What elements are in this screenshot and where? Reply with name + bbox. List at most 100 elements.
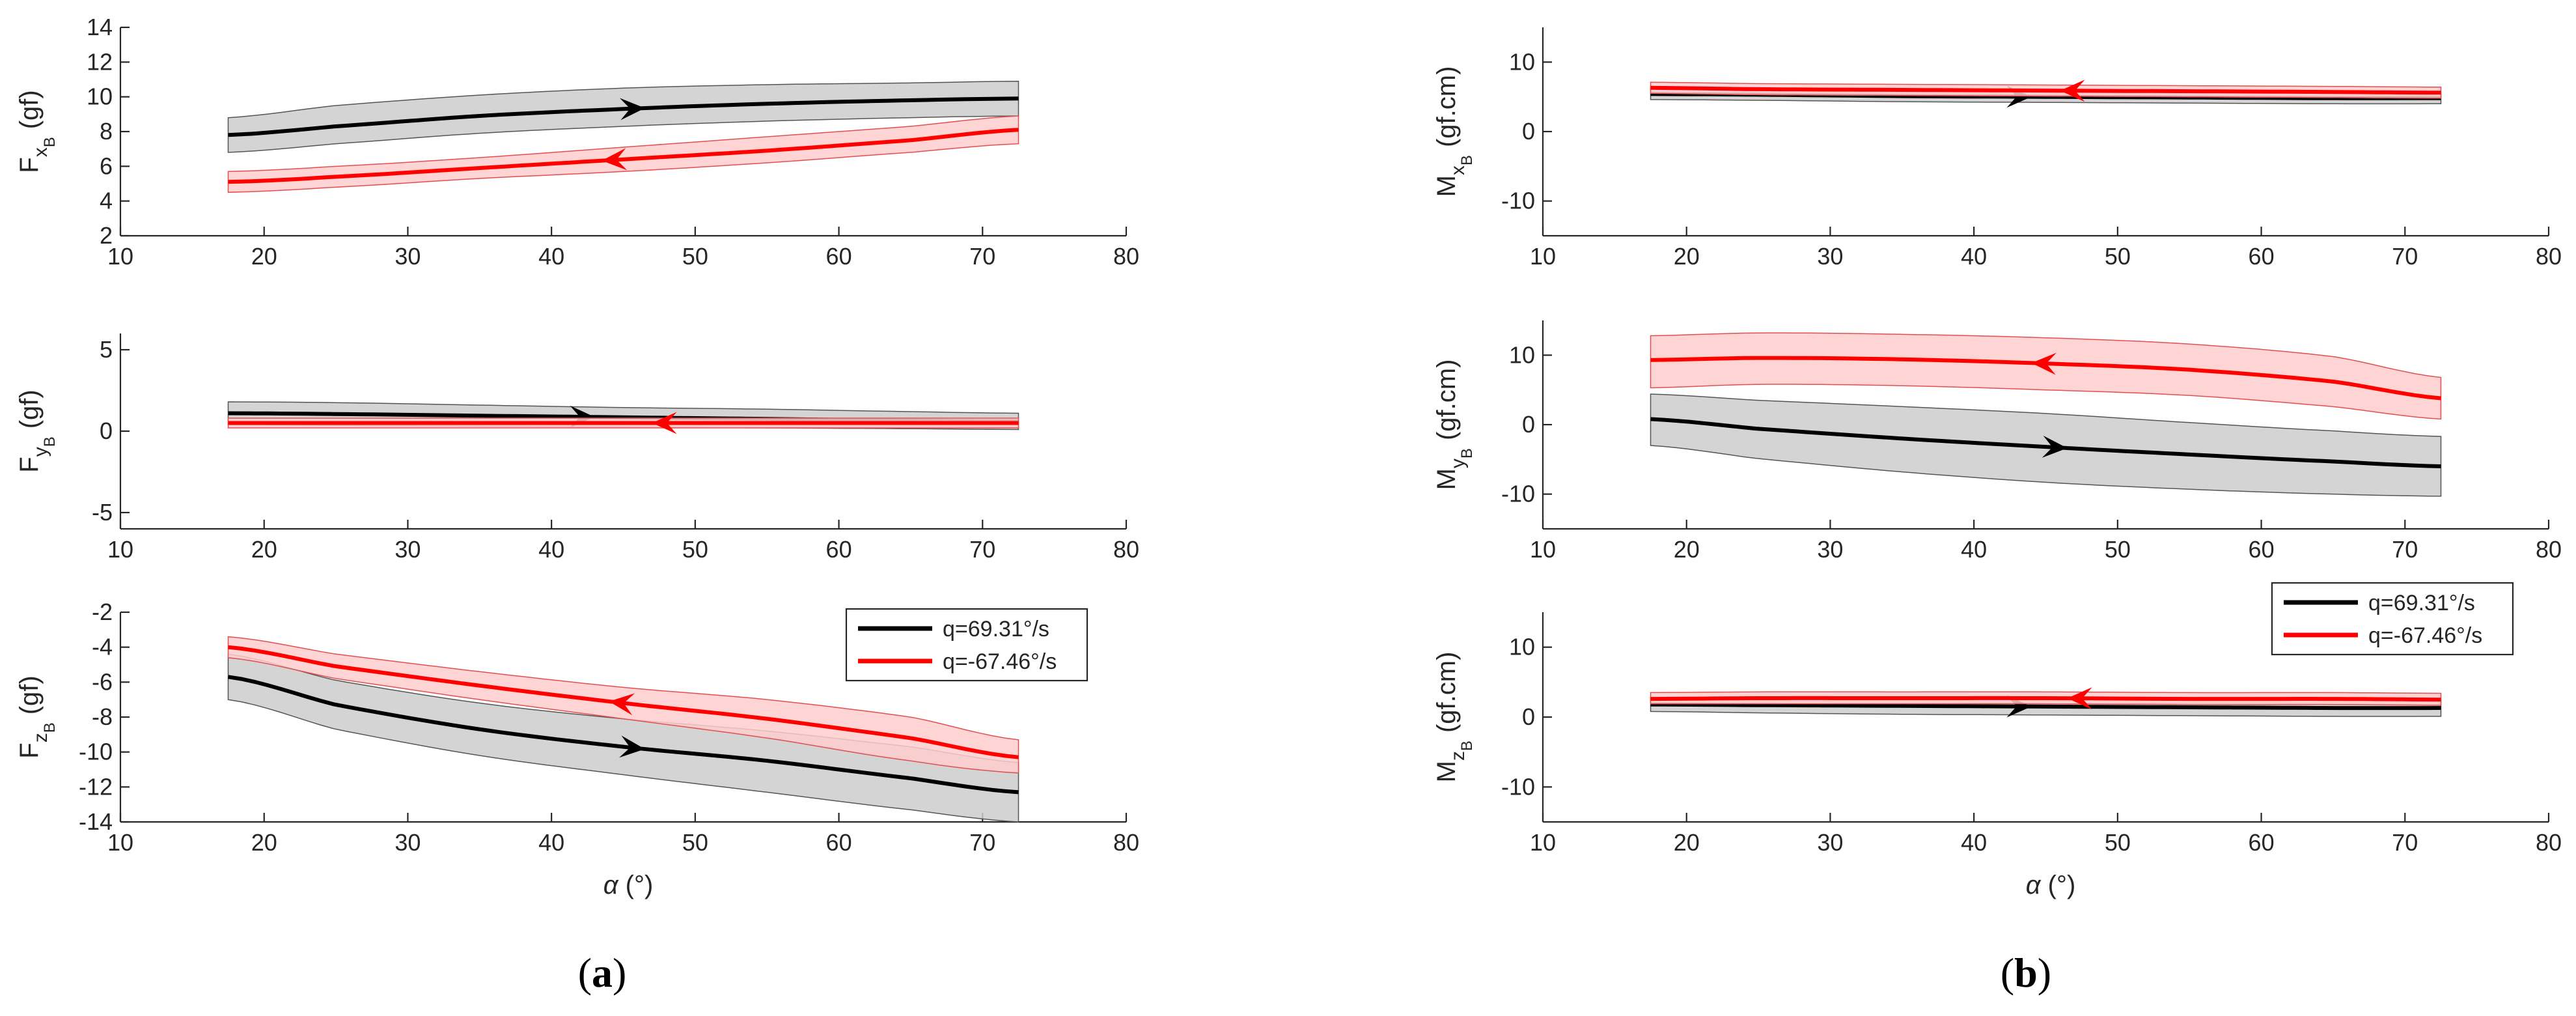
y-tick-label: -12 — [79, 773, 113, 800]
series-red — [1650, 79, 2442, 102]
x-tick-label: 10 — [1530, 536, 1556, 563]
x-tick-label: 60 — [2249, 536, 2275, 563]
panel-label-letter: a — [592, 950, 613, 996]
series-line — [228, 675, 1019, 795]
chart-Fy: 10 20 30 40 50 60 70 80 -5 0 5 FyB (gf) — [15, 333, 1139, 563]
y-tick-label: -2 — [92, 599, 113, 625]
direction-arrow — [2042, 435, 2068, 458]
series-line — [228, 128, 1019, 184]
direction-arrow — [2067, 687, 2092, 710]
panel-label-b: (b) — [2001, 950, 2051, 996]
y-tick-label: -5 — [92, 499, 113, 526]
series-black — [1650, 393, 2442, 497]
direction-arrow — [652, 412, 677, 434]
y-axis-label-main: M — [1432, 468, 1461, 490]
y-tick-label: 10 — [87, 83, 113, 110]
legend-right: q=69.31°/s q=-67.46°/s — [2271, 582, 2514, 656]
x-tick-label: 50 — [2105, 829, 2131, 856]
y-tick-label: 10 — [1509, 634, 1535, 660]
series-red — [227, 412, 1019, 434]
x-tick-label: 30 — [395, 243, 421, 270]
y-tick-label: -10 — [79, 739, 113, 765]
x-tick-label: 30 — [1817, 536, 1843, 563]
x-tick-label: 80 — [2536, 243, 2562, 270]
x-tick-label: 60 — [2249, 829, 2275, 856]
y-tick-label: -10 — [1501, 481, 1535, 507]
x-tick-label: 70 — [969, 536, 995, 563]
series-black — [227, 653, 1019, 823]
y-axis-label-sub: z — [30, 733, 51, 742]
y-axis-label-sub: y — [30, 447, 51, 457]
x-tick-label: 30 — [395, 829, 421, 856]
x-tick-label: 10 — [1530, 243, 1556, 270]
y-axis-label-unit: (gf.cm) — [1432, 66, 1461, 147]
y-axis-label-unit: (gf.cm) — [1432, 360, 1461, 440]
y-axis-label-unit: (gf) — [15, 90, 44, 129]
y-axis-label-unit: (gf) — [15, 675, 44, 714]
panel-label-letter: b — [2014, 950, 2038, 996]
y-tick-label: 2 — [100, 222, 113, 249]
series-red — [227, 115, 1019, 193]
y-axis-label: FyB (gf) — [15, 389, 59, 472]
y-axis-label-unit: (gf.cm) — [1432, 652, 1461, 733]
x-tick-label: 40 — [1961, 243, 1987, 270]
y-tick-label: 12 — [87, 48, 113, 75]
direction-arrow — [609, 693, 635, 716]
panel-label-open: ( — [2001, 950, 2014, 996]
y-axis-label-subsub: B — [1458, 448, 1476, 459]
y-axis-label: MzB (gf.cm) — [1432, 652, 1476, 783]
x-tick-label: 10 — [107, 243, 133, 270]
x-tick-label: 40 — [1961, 829, 1987, 856]
legend-box — [2271, 582, 2514, 656]
direction-arrow — [619, 98, 645, 120]
y-axis-label: MxB (gf.cm) — [1432, 66, 1476, 197]
chart-My: 10 20 30 40 50 60 70 80 -10 0 10 MyB (gf.cm) — [1432, 320, 2562, 563]
series-red — [1650, 332, 2442, 420]
x-tick-label: 80 — [1113, 536, 1139, 563]
legend-box — [845, 608, 1088, 682]
legend-label-black: q=69.31°/s — [943, 617, 1049, 642]
x-tick-label: 40 — [538, 536, 564, 563]
y-tick-label: 0 — [1522, 703, 1535, 730]
x-axis-label-symbol: α — [2026, 871, 2042, 899]
y-axis-label-subsub: B — [41, 137, 59, 147]
y-axis-label-main: F — [15, 457, 44, 472]
x-tick-label: 30 — [395, 536, 421, 563]
y-tick-label: -6 — [92, 668, 113, 695]
y-axis-label-subsub: B — [1458, 741, 1476, 751]
x-tick-label: 50 — [2105, 243, 2131, 270]
y-axis-label-subsub: B — [41, 436, 59, 447]
y-tick-label: 6 — [100, 152, 113, 179]
direction-arrow — [602, 148, 628, 171]
x-axis-label-unit: (°) — [626, 871, 654, 899]
x-tick-label: 10 — [107, 536, 133, 563]
y-axis-label-sub: z — [1447, 751, 1469, 761]
y-tick-label: 0 — [1522, 411, 1535, 438]
confidence-band — [1650, 332, 2442, 420]
x-tick-label: 20 — [251, 243, 277, 270]
y-tick-label: 4 — [100, 188, 113, 214]
y-tick-label: -10 — [1501, 188, 1535, 214]
legend-label-red: q=-67.46°/s — [2368, 623, 2482, 648]
chart-Mx: 10 20 30 40 50 60 70 80 -10 0 10 MxB (gf.cm) — [1432, 27, 2562, 270]
x-tick-label: 60 — [2249, 243, 2275, 270]
x-tick-label: 40 — [1961, 536, 1987, 563]
series-line — [228, 96, 1019, 137]
y-axis-label-sub: x — [30, 147, 51, 157]
x-tick-label: 50 — [682, 536, 708, 563]
direction-arrow — [619, 735, 645, 758]
x-tick-label: 50 — [682, 829, 708, 856]
y-tick-label: -8 — [92, 703, 113, 730]
y-tick-label: 8 — [100, 118, 113, 145]
x-tick-label: 70 — [2392, 829, 2418, 856]
y-axis-label-subsub: B — [41, 722, 59, 733]
x-axis-label-symbol: α — [603, 871, 619, 899]
x-tick-label: 80 — [2536, 536, 2562, 563]
y-axis-label-subsub: B — [1458, 155, 1476, 165]
x-tick-label: 60 — [826, 536, 852, 563]
x-tick-label: 10 — [1530, 829, 1556, 856]
x-tick-label: 20 — [1674, 536, 1700, 563]
chart-Fz: 10 20 30 40 50 60 70 80 -14 -12 -10 -8 -6 -4 -2 FzB (gf) — [15, 599, 1139, 856]
